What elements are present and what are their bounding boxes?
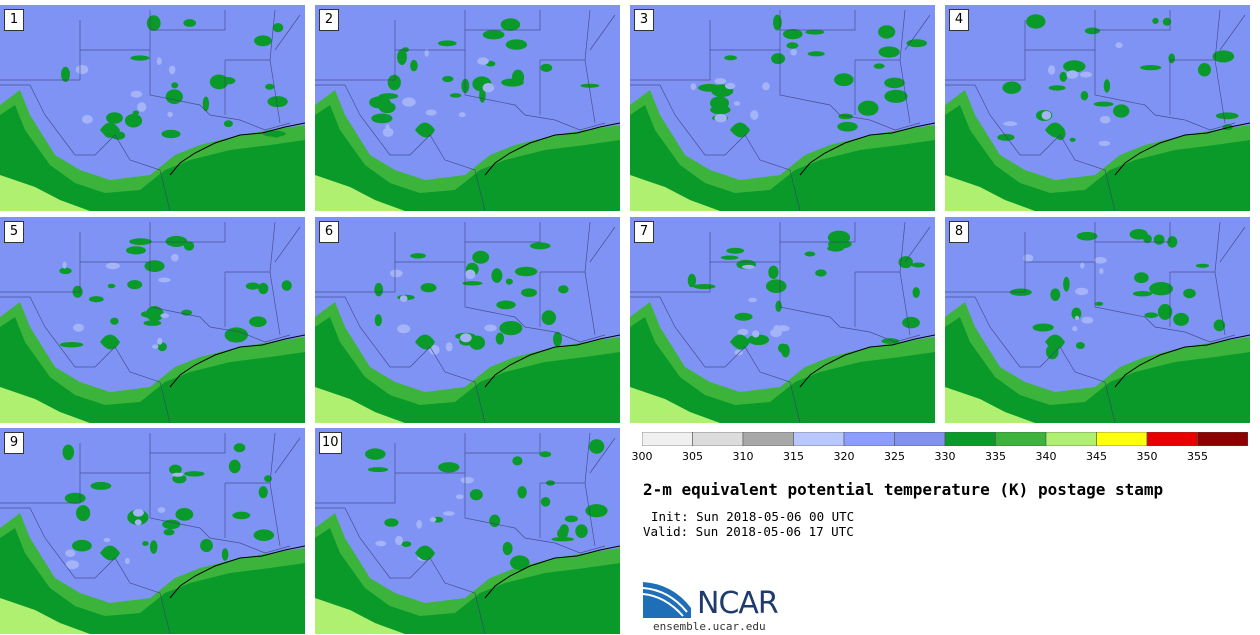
colorbar-tick-label: 320 (833, 450, 855, 463)
colorbar-tick-label: 355 (1187, 450, 1208, 463)
member-label: 6 (319, 221, 339, 243)
init-time: Init: Sun 2018-05-06 00 UTC (651, 509, 855, 524)
map-panel: 4 (945, 5, 1250, 211)
member-label: 4 (949, 9, 969, 31)
member-label: 2 (319, 9, 339, 31)
map-panel: 1 (0, 5, 305, 211)
member-label: 9 (4, 432, 24, 454)
colorbar-swatch (793, 432, 845, 446)
ncar-logo-text: NCAR (697, 586, 779, 621)
member-label: 3 (634, 9, 654, 31)
colorbar-tick-label: 335 (985, 450, 1006, 463)
colorbar-swatch (944, 432, 996, 446)
colorbar-swatch (742, 432, 794, 446)
colorbar-swatch (1146, 432, 1198, 446)
colorbar-tick-label: 350 (1136, 450, 1158, 463)
colorbar-swatch (1197, 432, 1248, 446)
map-panel: 7 (630, 217, 935, 423)
colorbar-tick-label: 305 (682, 450, 703, 463)
map-panel: 6 (315, 217, 620, 423)
ncar-logo-icon (643, 582, 691, 618)
colorbar-tick-label: 300 (631, 450, 653, 463)
member-label: 10 (319, 432, 342, 454)
map-panel: 10 (315, 428, 620, 634)
colorbar-tick-label: 315 (783, 450, 804, 463)
map-panel: 2 (315, 5, 620, 211)
colorbar-swatch (692, 432, 744, 446)
plot-title: 2-m equivalent potential temperature (K)… (643, 480, 1164, 499)
map-panel: 8 (945, 217, 1250, 423)
colorbar-swatch (1096, 432, 1148, 446)
valid-time: Valid: Sun 2018-05-06 17 UTC (643, 524, 854, 539)
member-label: 7 (634, 221, 654, 243)
member-label: 5 (4, 221, 24, 243)
map-panel: 5 (0, 217, 305, 423)
colorbar-tick-label: 325 (884, 450, 905, 463)
site-url: ensemble.ucar.edu (653, 620, 766, 633)
colorbar-tick-label: 310 (732, 450, 754, 463)
colorbar (642, 432, 1248, 446)
colorbar-swatch (843, 432, 895, 446)
colorbar-tick-label: 330 (934, 450, 956, 463)
member-label: 8 (949, 221, 969, 243)
colorbar-tick-label: 340 (1035, 450, 1057, 463)
colorbar-swatch (642, 432, 693, 446)
map-panel: 9 (0, 428, 305, 634)
colorbar-swatch (894, 432, 946, 446)
colorbar-swatch (1045, 432, 1097, 446)
member-label: 1 (4, 9, 24, 31)
colorbar-tick-label: 345 (1086, 450, 1107, 463)
map-panel: 3 (630, 5, 935, 211)
colorbar-swatch (995, 432, 1047, 446)
colorbar-tick-labels: 300 305 310 315 320 325 330 335 340 345 350 355 (632, 450, 1260, 466)
